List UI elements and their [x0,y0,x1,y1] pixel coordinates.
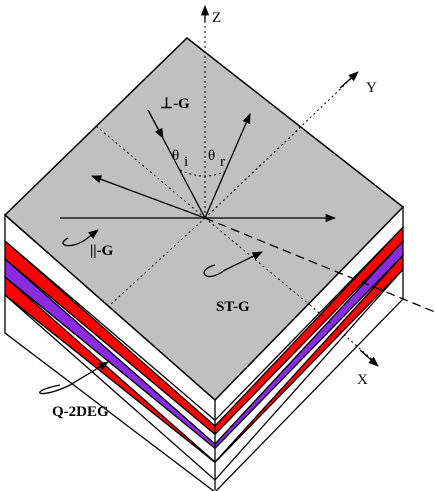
guide-lines [94,10,376,363]
axis-label: Z [212,10,221,26]
label: ⊥-G [160,96,190,112]
label: r [220,154,225,170]
arrows [39,4,436,395]
label: ST-G [216,299,250,315]
axis-label: Y [366,80,377,96]
label: ||-G [90,243,114,259]
label: θ [172,148,179,164]
axis-label: X [357,372,368,388]
label: Q-2DEG [52,404,109,420]
label: i [184,154,188,170]
label: θ [208,148,215,164]
